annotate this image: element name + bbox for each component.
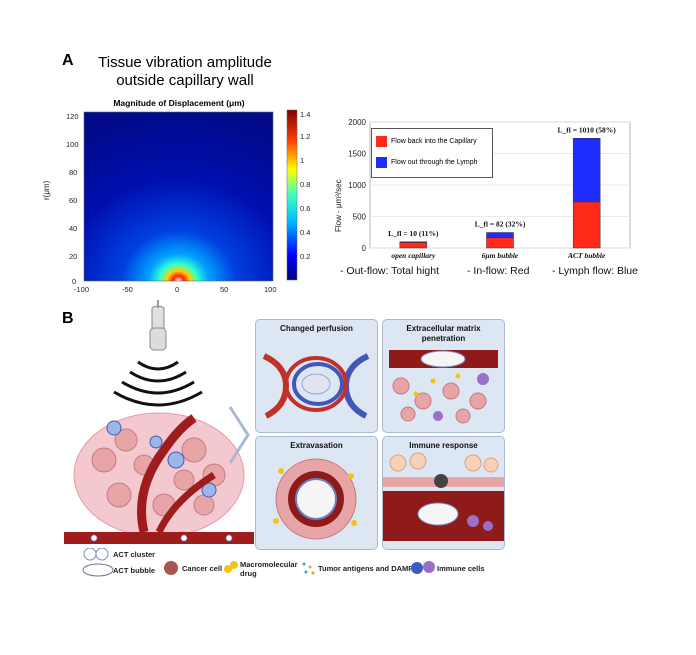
card-changed-perfusion: Changed perfusion — [255, 319, 378, 433]
heatmap-plot-area — [84, 112, 273, 281]
heatmap-ytick-20: 20 — [69, 252, 78, 261]
cancer-cells — [91, 428, 226, 517]
bar-capillary — [399, 242, 428, 249]
card-extravasation: Extravasation — [255, 436, 378, 550]
heatmap-xtick-n100: -100 — [74, 285, 90, 294]
bar-capillary — [486, 237, 514, 249]
panel-a-title: Tissue vibration amplitude outside capil… — [70, 54, 300, 90]
tumor-illustration — [64, 300, 254, 544]
act-bubbles — [90, 534, 233, 542]
heatmap-xtick-n50: -50 — [122, 285, 133, 294]
colorbar-tick-1: 1 — [300, 156, 305, 165]
ultrasound-wave-icon — [113, 360, 203, 407]
card-title-extracellular-matrix: Extracellular matrix penetration — [406, 324, 481, 343]
legend-swatch-red — [376, 136, 387, 147]
colorbar-tick-0.4: 0.4 — [300, 228, 311, 237]
bar-lymph — [486, 232, 514, 238]
ultrasound-probe-icon — [149, 300, 167, 351]
legend-cancer-cell: Cancer cell — [182, 564, 223, 573]
act-bubble-icon — [82, 563, 114, 577]
heatmap-xtick-0: 0 — [175, 285, 180, 294]
y-tick-label: 1500 — [348, 150, 366, 159]
bar-capillary — [572, 201, 601, 249]
ecm-illustration — [389, 350, 498, 424]
act-legend-icons — [82, 548, 114, 577]
legend-label-lymph: Flow out through the Lymph — [391, 159, 478, 166]
immune-response-illustration — [383, 452, 504, 541]
card-extracellular-matrix: Extracellular matrix penetration — [382, 319, 505, 433]
colorbar-tick-1.2: 1.2 — [300, 132, 311, 141]
bar-annotation: L_fl = 1010 (58%) — [558, 125, 617, 134]
note-inflow: - In-flow: Red — [467, 265, 530, 277]
legend-label-capillary: Flow back into the Capillary — [391, 138, 477, 145]
y-tick-label: 2000 — [348, 118, 366, 127]
bar-chart-legend: Flow back into the Capillary Flow out th… — [371, 128, 493, 178]
panel-a-title-line2: outside capillary wall — [116, 72, 254, 89]
bar-lymph — [572, 138, 601, 203]
cancer-cell-icon — [164, 561, 178, 575]
immune-cells-icon — [106, 420, 217, 498]
legend-act-cluster: ACT cluster — [113, 550, 156, 559]
category-label: open capillary — [391, 251, 436, 260]
legend-item-lymph: Flow out through the Lymph — [376, 157, 478, 168]
blood-vessel — [64, 532, 254, 544]
colorbar-tick-0.8: 0.8 — [300, 180, 311, 189]
heatmap-figure — [83, 109, 298, 282]
legend-tumor-antigens: Tumor antigens and DAMPs — [318, 564, 418, 573]
heatmap-xtick-100: 100 — [264, 285, 277, 294]
bar-chart-ylabel: Flow - μm³/sec — [334, 179, 343, 232]
tumor-antigens-icon — [302, 562, 315, 575]
panel-a-title-line1: Tissue vibration amplitude — [98, 54, 272, 71]
legend-item-capillary: Flow back into the Capillary — [376, 136, 477, 147]
legend-swatch-blue — [376, 157, 387, 168]
extravasation-illustration — [273, 458, 357, 540]
legend-immune-cells: Immune cells — [437, 564, 485, 573]
chevron-right-icon — [228, 406, 250, 464]
card-title-changed-perfusion: Changed perfusion — [280, 324, 353, 333]
bar-lymph — [399, 241, 428, 243]
legend-act-bubble: ACT bubble — [113, 566, 156, 575]
card-immune-response: Immune response — [382, 436, 505, 550]
act-cluster-icon — [83, 548, 97, 561]
heatmap-xtick-50: 50 — [220, 285, 229, 294]
y-tick-label: 500 — [353, 213, 367, 222]
y-tick-label: 0 — [362, 244, 367, 253]
legend-macromolecular-drug: Macromolecular drug — [240, 560, 298, 578]
card-title-immune-response: Immune response — [409, 441, 478, 450]
category-label: 6μm bubble — [482, 251, 519, 260]
heatmap-ytick-0: 0 — [72, 277, 77, 286]
heatmap-ytick-60: 60 — [69, 196, 78, 205]
category-label: ACT bubble — [567, 251, 606, 260]
note-outflow: - Out-flow: Total hight — [340, 265, 440, 277]
heatmap-ytick-100: 100 — [66, 140, 79, 149]
heatmap-title: Magnitude of Displacement (μm) — [113, 98, 245, 108]
colorbar-tick-0.6: 0.6 — [300, 204, 311, 213]
y-tick-label: 1000 — [348, 181, 366, 190]
bar-annotation: L_fl = 10 (11%) — [388, 229, 439, 238]
colorbar-tick-1.4: 1.4 — [300, 110, 311, 119]
colorbar — [286, 109, 298, 281]
bar-annotation: L_fl = 82 (32%) — [475, 220, 526, 229]
heatmap-ytick-120: 120 — [66, 112, 79, 121]
panel-b-label: B — [62, 310, 74, 327]
immune-cells-legend-icon — [411, 561, 435, 574]
macromolecular-drug-icon — [224, 561, 238, 573]
heatmap-ytick-40: 40 — [69, 224, 78, 233]
colorbar-tick-0.2: 0.2 — [300, 252, 311, 261]
panel-a-label: A — [62, 52, 74, 69]
heatmap-ytick-80: 80 — [69, 168, 78, 177]
perfusion-illustration — [262, 353, 370, 419]
card-title-extravasation: Extravasation — [290, 441, 343, 450]
note-lymph: - Lymph flow: Blue — [552, 265, 638, 277]
